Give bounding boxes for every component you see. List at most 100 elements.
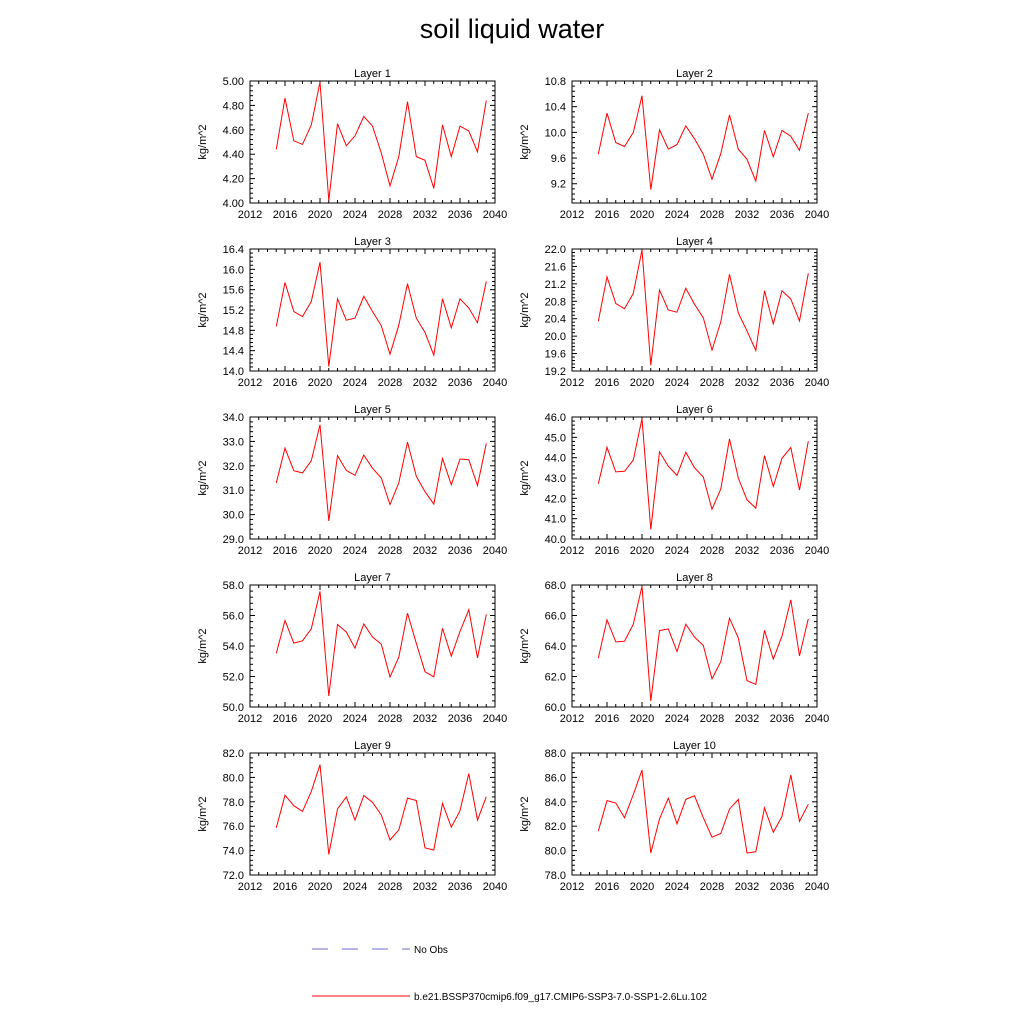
x-tick-label: 2016: [595, 545, 619, 557]
y-tick-label: 52.0: [223, 672, 244, 684]
x-tick-label: 2032: [735, 377, 759, 389]
plot-frame: [571, 752, 818, 876]
x-tick-label: 2016: [595, 881, 619, 893]
x-tick-label: 2016: [273, 209, 297, 221]
y-tick-label: 16.4: [223, 244, 244, 256]
panel-10: Layer 10 2012 2016 2020 2024 2028 2032 2036 2040…: [519, 740, 829, 893]
y-tick-label: 9.2: [551, 179, 566, 191]
panel-title: Layer 2: [676, 68, 713, 80]
y-tick-label: 62.0: [545, 672, 566, 684]
y-axis-label: kg/m^2: [519, 628, 531, 663]
x-tick-label: 2032: [413, 377, 437, 389]
x-tick-label: 2016: [273, 377, 297, 389]
panel-5: Layer 5 2012 2016 2020 2024 2028 2032 2036 2040 2…: [197, 404, 507, 557]
panel-title: Layer 10: [673, 740, 716, 752]
panel-title: Layer 7: [354, 572, 391, 584]
x-tick-label: 2036: [770, 545, 794, 557]
y-axis-label: kg/m^2: [197, 292, 209, 327]
y-tick-label: 33.0: [223, 436, 244, 448]
x-tick-label: 2032: [735, 209, 759, 221]
x-tick-label: 2012: [560, 209, 584, 221]
x-tick-label: 2016: [595, 209, 619, 221]
x-tick-label: 2028: [378, 545, 402, 557]
x-tick-label: 2040: [805, 377, 829, 389]
series-line: [597, 95, 809, 190]
y-axis-label: kg/m^2: [519, 124, 531, 159]
series-line: [275, 424, 487, 521]
plot-frame: [571, 584, 818, 708]
x-tick-label: 2040: [805, 881, 829, 893]
y-tick-label: 56.0: [223, 611, 244, 623]
y-tick-label: 10.4: [545, 102, 566, 114]
x-tick-label: 2040: [483, 881, 507, 893]
x-tick-label: 2024: [665, 377, 689, 389]
y-tick-label: 16.0: [223, 264, 244, 276]
panel-2: Layer 2 2012 2016 2020 2024 2028 2032 2036 2040 9…: [519, 68, 829, 221]
x-tick-label: 2040: [805, 545, 829, 557]
x-tick-label: 2012: [238, 713, 262, 725]
x-tick-label: 2024: [665, 209, 689, 221]
x-tick-label: 2028: [700, 881, 724, 893]
x-tick-label: 2012: [560, 545, 584, 557]
y-tick-label: 20.0: [545, 331, 566, 343]
x-tick-label: 2020: [630, 713, 654, 725]
y-tick-label: 14.4: [223, 346, 244, 358]
panel-6: Layer 6 2012 2016 2020 2024 2028 2032 2036 2040 4…: [519, 404, 829, 557]
x-tick-label: 2016: [595, 377, 619, 389]
y-tick-label: 22.0: [545, 244, 566, 256]
y-tick-label: 64.0: [545, 641, 566, 653]
plot-frame: [249, 80, 496, 204]
y-tick-label: 4.60: [223, 125, 244, 137]
x-tick-label: 2020: [630, 545, 654, 557]
x-tick-label: 2040: [483, 713, 507, 725]
x-tick-label: 2024: [343, 713, 367, 725]
y-tick-label: 58.0: [223, 580, 244, 592]
y-tick-label: 88.0: [545, 748, 566, 760]
x-tick-label: 2040: [805, 209, 829, 221]
x-tick-label: 2024: [343, 545, 367, 557]
y-axis-label: kg/m^2: [519, 460, 531, 495]
x-tick-label: 2024: [665, 881, 689, 893]
y-axis-label: kg/m^2: [519, 292, 531, 327]
x-tick-label: 2028: [378, 881, 402, 893]
figure-title: soil liquid water: [419, 14, 605, 44]
x-tick-label: 2016: [273, 713, 297, 725]
x-tick-label: 2032: [413, 881, 437, 893]
x-tick-label: 2032: [413, 713, 437, 725]
y-tick-label: 54.0: [223, 641, 244, 653]
x-tick-label: 2036: [448, 209, 472, 221]
y-axis-label: kg/m^2: [197, 124, 209, 159]
x-tick-label: 2036: [448, 881, 472, 893]
series-line: [597, 249, 809, 366]
x-tick-label: 2032: [413, 209, 437, 221]
y-tick-label: 10.0: [545, 127, 566, 139]
y-tick-label: 50.0: [223, 702, 244, 714]
series-line: [275, 764, 487, 855]
x-tick-label: 2040: [483, 377, 507, 389]
y-axis-label: kg/m^2: [197, 460, 209, 495]
plot-frame: [249, 416, 496, 540]
x-tick-label: 2036: [770, 209, 794, 221]
y-tick-label: 80.0: [223, 772, 244, 784]
legend-label-no-obs: No Obs: [414, 945, 448, 956]
y-tick-label: 20.4: [545, 314, 566, 326]
y-tick-label: 9.6: [551, 153, 566, 165]
y-tick-label: 4.20: [223, 174, 244, 186]
y-tick-label: 10.8: [545, 76, 566, 88]
plot-frame: [571, 80, 818, 204]
y-tick-label: 84.0: [545, 797, 566, 809]
x-tick-label: 2012: [560, 377, 584, 389]
y-axis-label: kg/m^2: [197, 628, 209, 663]
x-tick-label: 2020: [630, 881, 654, 893]
x-tick-label: 2012: [238, 377, 262, 389]
y-tick-label: 82.0: [545, 821, 566, 833]
y-tick-label: 14.8: [223, 325, 244, 337]
y-axis-label: kg/m^2: [519, 796, 531, 831]
panel-1: Layer 1 2012 2016 2020 2024 2028 2032 2036 2040 4…: [197, 68, 507, 221]
x-tick-label: 2020: [308, 881, 332, 893]
x-tick-label: 2024: [343, 209, 367, 221]
x-tick-label: 2036: [448, 545, 472, 557]
plot-frame: [249, 584, 496, 708]
panel-4: Layer 4 2012 2016 2020 2024 2028 2032 2036 2040 1…: [519, 236, 829, 389]
y-tick-label: 19.2: [545, 366, 566, 378]
